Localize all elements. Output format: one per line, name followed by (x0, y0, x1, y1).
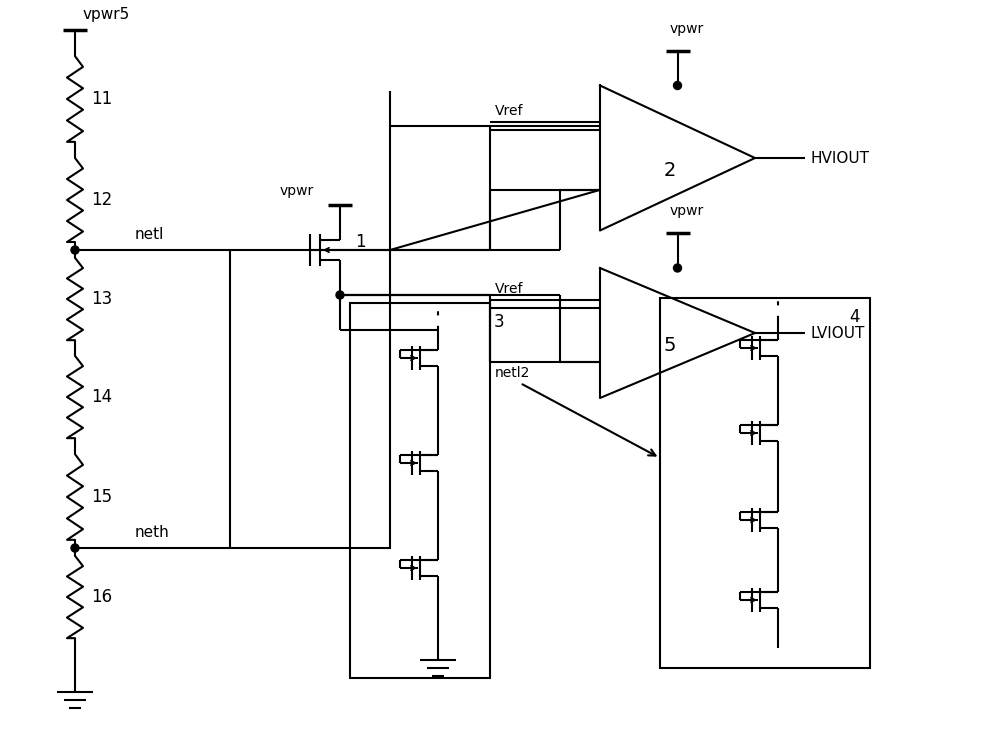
Circle shape (674, 82, 682, 90)
Text: 14: 14 (91, 388, 112, 406)
Text: LVIOUT: LVIOUT (810, 325, 864, 340)
Circle shape (71, 544, 79, 552)
Text: vpwr: vpwr (280, 184, 314, 198)
Text: 15: 15 (91, 488, 112, 506)
Text: Vref: Vref (495, 283, 524, 296)
Text: netl2: netl2 (495, 366, 530, 379)
Text: vpwr5: vpwr5 (83, 7, 130, 22)
Text: vpwr: vpwr (670, 204, 704, 218)
Text: 13: 13 (91, 290, 112, 308)
Text: 1: 1 (355, 233, 366, 251)
Circle shape (336, 291, 344, 299)
Circle shape (674, 264, 682, 272)
Text: 3: 3 (494, 313, 505, 331)
Text: 2: 2 (664, 161, 676, 180)
Text: HVIOUT: HVIOUT (810, 150, 869, 165)
Circle shape (71, 246, 79, 254)
Text: netl: netl (135, 227, 164, 242)
Bar (230, 250, 390, 548)
Bar (350, 303, 490, 678)
Text: vpwr: vpwr (670, 22, 704, 35)
Text: Vref: Vref (495, 104, 524, 118)
Bar (660, 298, 870, 668)
Text: 5: 5 (664, 336, 676, 355)
Text: 4: 4 (850, 308, 860, 326)
Text: 16: 16 (91, 588, 112, 606)
Text: neth: neth (135, 525, 170, 540)
Text: 11: 11 (91, 90, 112, 108)
Text: 12: 12 (91, 191, 112, 209)
